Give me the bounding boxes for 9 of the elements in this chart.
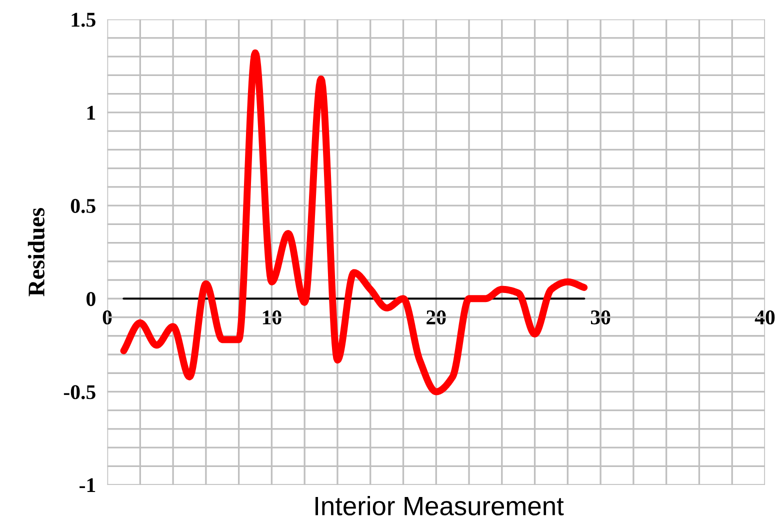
y-tick-label: 0.5 (70, 198, 96, 214)
y-tick-label: 1.5 (72, 12, 96, 27)
y-tick-label: 1 (87, 106, 96, 120)
x-axis-title: Interior Measurement (316, 496, 564, 516)
y-tick-label: -1 (80, 478, 96, 492)
y-tick-label: -0.5 (64, 385, 96, 400)
y-axis-title: Residues (28, 208, 45, 296)
y-tick-label: 0 (86, 292, 96, 306)
x-tick-label: 40 (754, 310, 775, 324)
